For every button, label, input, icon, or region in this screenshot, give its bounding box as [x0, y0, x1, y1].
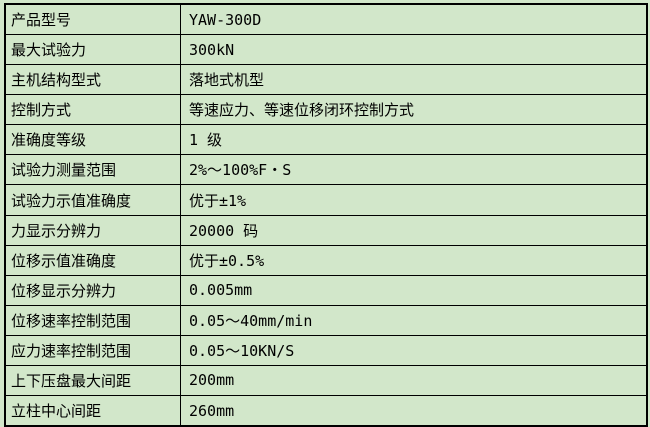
- spec-value: YAW-300D: [189, 10, 262, 29]
- spec-label: 控制方式: [6, 95, 181, 125]
- table-row: 试验力测量范围 2%～100%F・S: [6, 155, 646, 186]
- table-row: 最大试验力 300kN: [6, 35, 646, 66]
- spec-label: 上下压盘最大间距: [6, 365, 181, 396]
- table-row: 立柱中心间距 260mm: [6, 396, 646, 426]
- spec-value: 优于±1%: [189, 191, 247, 210]
- table-row: 位移示值准确度 优于±0.5%: [6, 245, 646, 276]
- spec-label: 力显示分辨力: [6, 215, 181, 245]
- table-row: 力显示分辨力 20000 码: [6, 215, 646, 246]
- table-row: 位移速率控制范围 0.05～40mm/min: [6, 305, 646, 336]
- spec-value: 优于±0.5%: [189, 251, 265, 270]
- table-row: 准确度等级 1 级: [6, 125, 646, 156]
- spec-table: 产品型号 YAW-300D 最大试验力 300kN 主机结构型式 落地式机型 控…: [4, 3, 648, 427]
- spec-label: 准确度等级: [6, 125, 181, 155]
- table-row: 主机结构型式 落地式机型: [6, 65, 646, 96]
- table-row: 控制方式 等速应力、等速位移闭环控制方式: [6, 95, 646, 126]
- spec-label: 位移示值准确度: [6, 245, 181, 275]
- spec-label: 位移显示分辨力: [6, 275, 181, 305]
- spec-value: 落地式机型: [189, 71, 265, 90]
- spec-label: 试验力示值准确度: [6, 185, 181, 215]
- spec-value: 20000 码: [189, 221, 259, 240]
- spec-value: 0.05～40mm/min: [189, 311, 313, 330]
- spec-label: 应力速率控制范围: [6, 335, 181, 365]
- spec-value: 1 级: [189, 131, 223, 150]
- spec-label: 立柱中心间距: [6, 396, 181, 426]
- spec-value: 260mm: [189, 401, 235, 420]
- table-row: 上下压盘最大间距 200mm: [6, 365, 646, 397]
- spec-value: 等速应力、等速位移闭环控制方式: [189, 101, 415, 120]
- spec-value: 2%～100%F・S: [189, 161, 292, 180]
- spec-label: 试验力测量范围: [6, 155, 181, 185]
- spec-value: 200mm: [189, 371, 235, 390]
- table-row: 位移显示分辨力 0.005mm: [6, 275, 646, 306]
- table-row: 产品型号 YAW-300D: [6, 5, 646, 36]
- spec-value: 0.05～10KN/S: [189, 341, 295, 360]
- spec-value: 0.005mm: [189, 281, 253, 300]
- spec-label: 最大试验力: [6, 35, 181, 65]
- spec-label: 位移速率控制范围: [6, 305, 181, 335]
- spec-label: 主机结构型式: [6, 65, 181, 95]
- table-row: 应力速率控制范围 0.05～10KN/S: [6, 335, 646, 366]
- table-row: 试验力示值准确度 优于±1%: [6, 185, 646, 216]
- spec-label: 产品型号: [6, 5, 181, 35]
- spec-value: 300kN: [189, 40, 235, 59]
